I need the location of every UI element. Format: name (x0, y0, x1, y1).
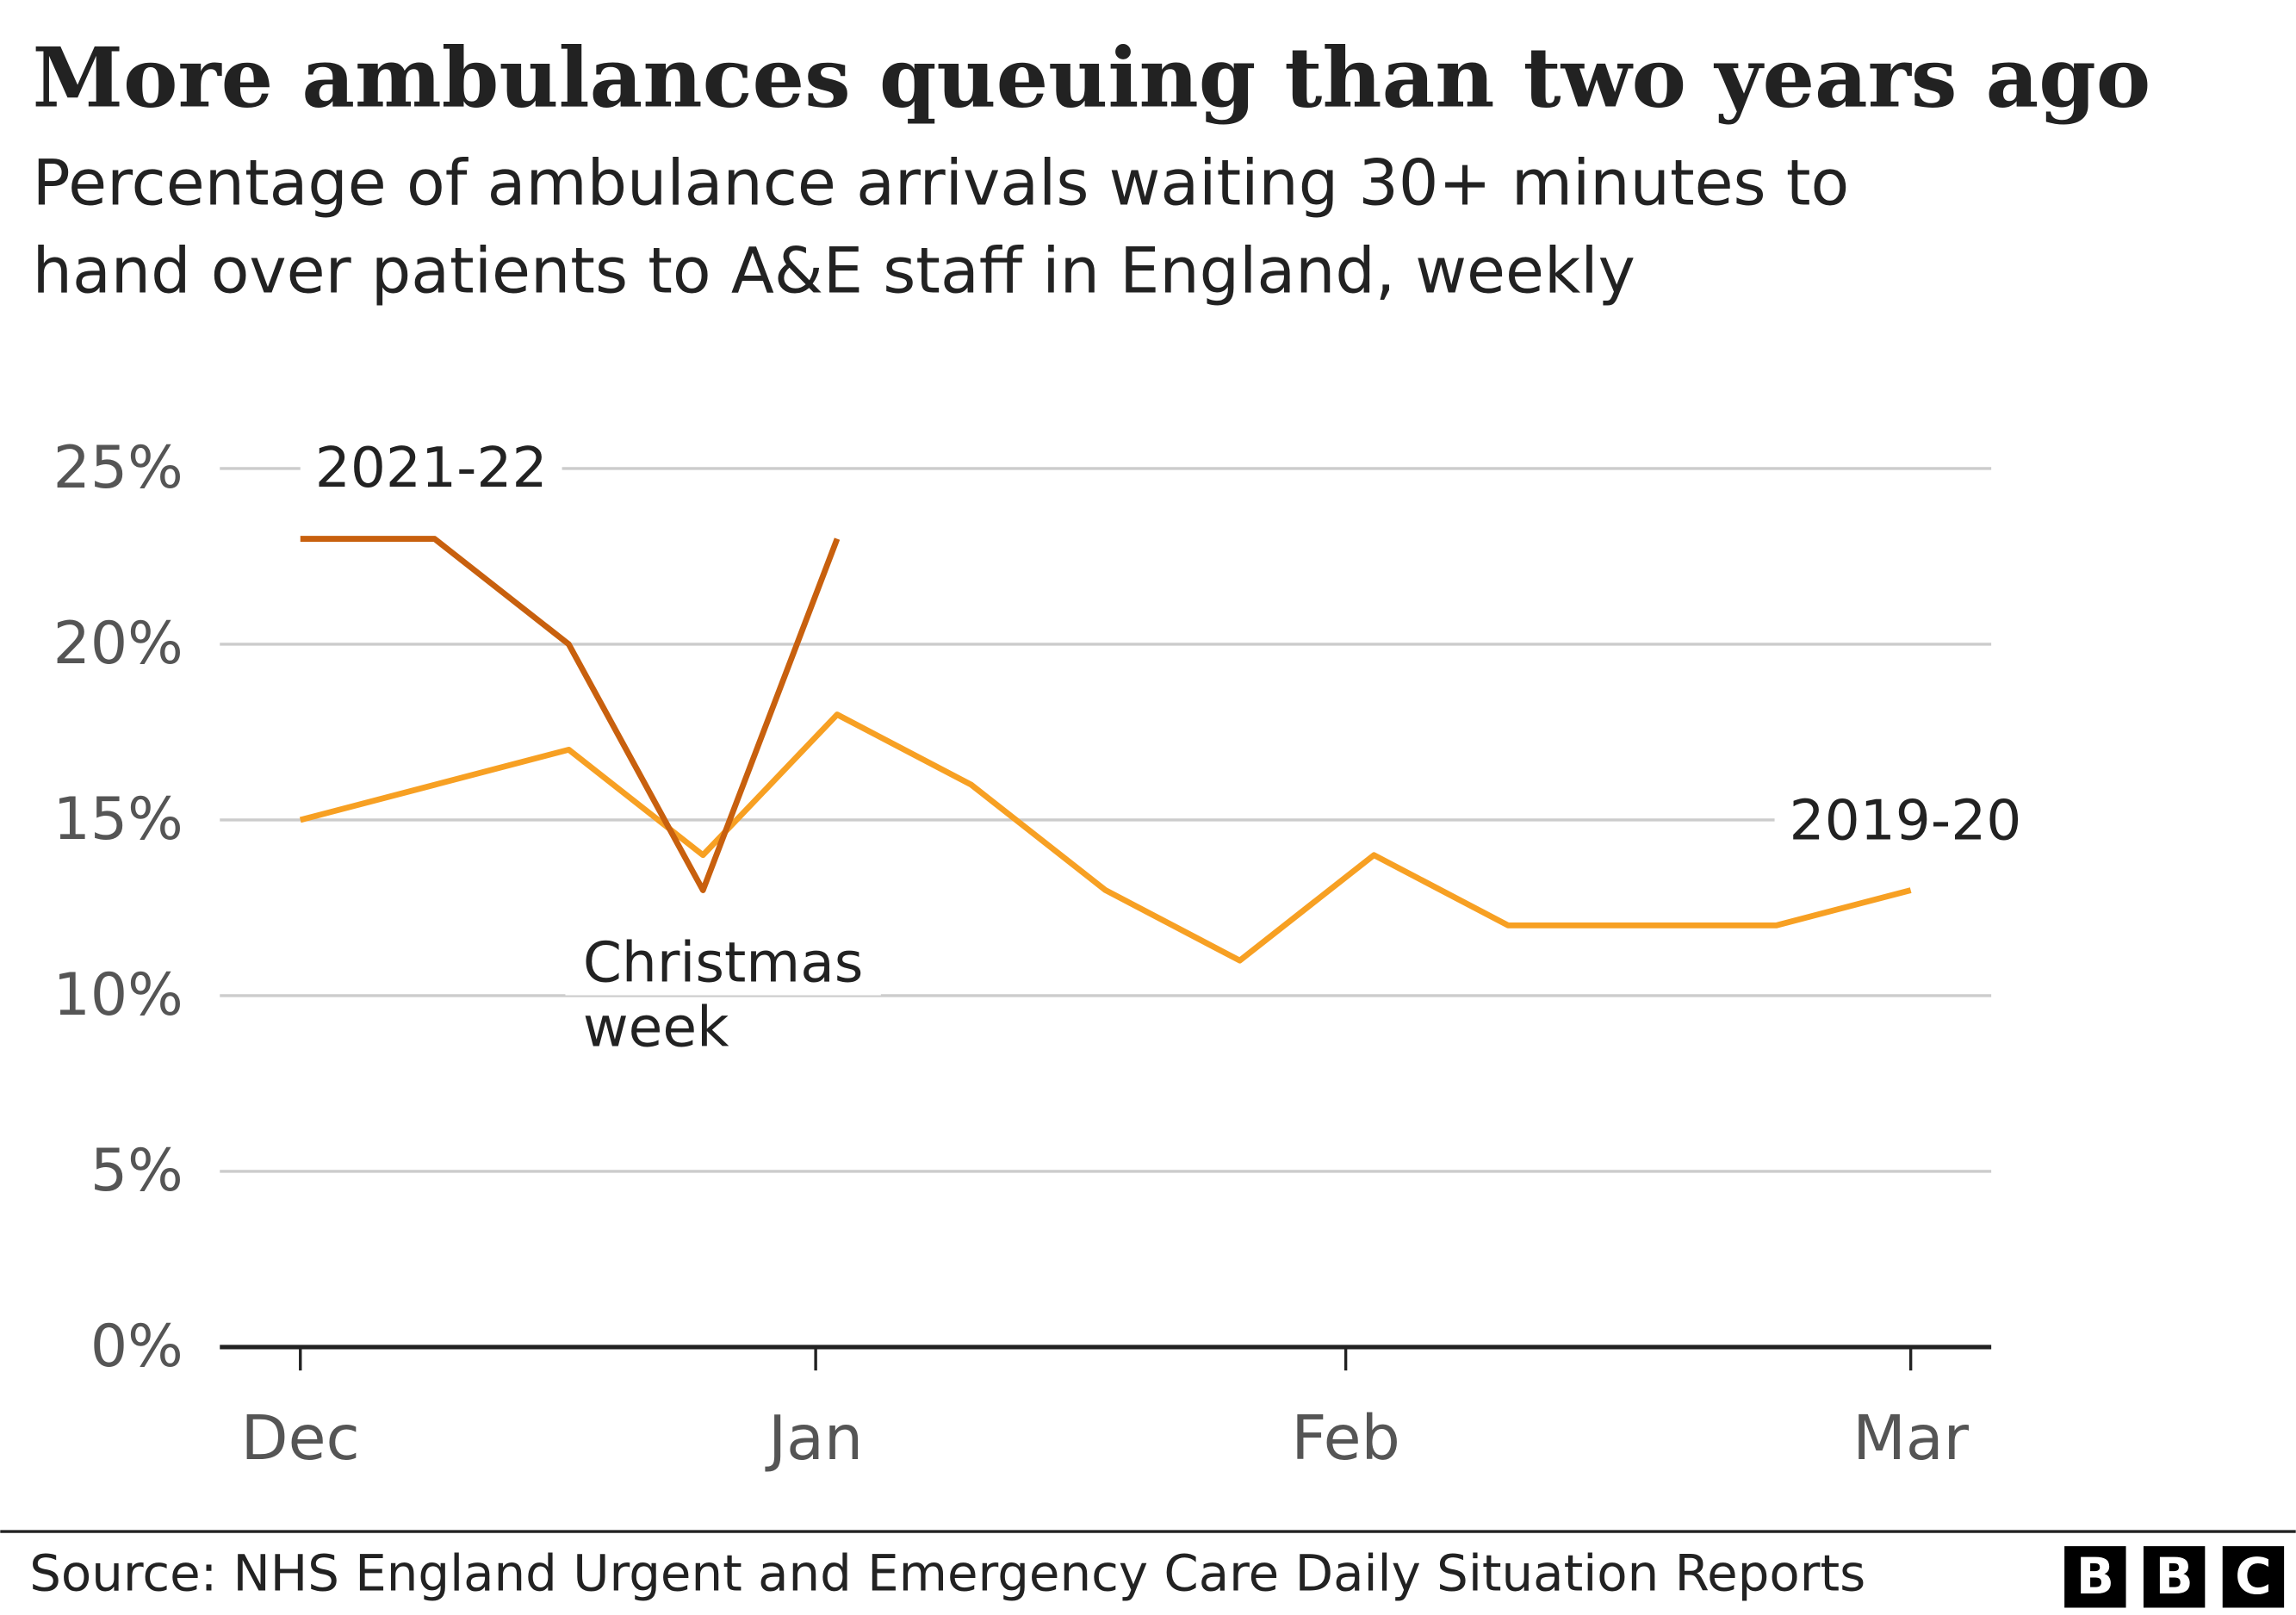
x-tick-label: Dec (241, 1402, 360, 1474)
y-tick-label: 5% (90, 1137, 183, 1205)
chart-title: More ambulances queuing than two years a… (33, 30, 2151, 126)
label-background (565, 930, 881, 996)
annotation: week (583, 995, 729, 1059)
series-label: 2021-22 (315, 436, 548, 500)
logo-block (2222, 1546, 2285, 1608)
x-tick-label: Feb (1291, 1402, 1399, 1474)
y-tick-label: 25% (53, 434, 183, 502)
logo-letter: B (2076, 1547, 2114, 1606)
logo-block (2064, 1546, 2126, 1608)
label-background (1774, 788, 2037, 854)
logo: B B C (2064, 1546, 2285, 1608)
annotation: Christmas (583, 931, 864, 996)
series-line (299, 711, 1912, 964)
logo-letter: C (2235, 1547, 2271, 1606)
logo-letter: B (2156, 1547, 2194, 1606)
y-tick-label: 10% (53, 961, 183, 1029)
source: Source: NHS England Urgent and Emergency… (29, 1544, 1865, 1602)
chart-subtitle: hand over patients to A&E staff in Engla… (33, 235, 1635, 308)
series-line (300, 536, 841, 893)
grid (220, 467, 1992, 1173)
x-tick-label: Mar (1852, 1402, 1969, 1474)
y-tick-label: 20% (53, 610, 183, 678)
series-label: 2019-20 (1790, 789, 2022, 854)
y-tick-label: 0% (90, 1313, 183, 1381)
logo-block (2143, 1546, 2206, 1608)
label-backgrounds (300, 435, 2037, 996)
y-tick-label: 15% (53, 786, 183, 854)
x-tick-label: Jan (765, 1402, 863, 1474)
chart-subtitle: Percentage of ambulance arrivals waiting… (33, 147, 1850, 221)
label-background (300, 435, 562, 500)
